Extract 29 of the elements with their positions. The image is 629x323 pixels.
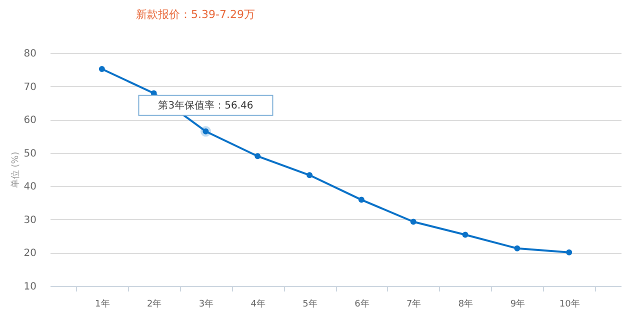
chart-subtitle: 新款报价：5.39-7.29万 [136,7,255,22]
y-tick-label: 50 [24,148,36,160]
point [410,218,416,225]
point [254,153,261,160]
y-tick-label: 40 [24,182,36,193]
x-tick-label: 2年 [146,298,162,310]
point [462,232,468,238]
point [306,172,313,178]
y-tick-label: 30 [24,214,36,226]
point [566,249,572,256]
y-tick-label: 10 [24,282,36,292]
point [358,196,364,203]
x-tick-label: 4年 [250,298,266,310]
point [98,66,105,72]
y-tick-label: 20 [24,248,36,260]
x-tick-label: 8年 [458,298,474,310]
y-tick-label: 80 [24,48,36,60]
y-tick-label: 60 [24,115,36,126]
x-tick-label: 7年 [406,298,422,310]
x-tick-label: 1年 [95,298,110,310]
y-tick-label: 70 [24,82,36,93]
x-tick-label: 10年 [559,298,580,310]
x-tick-label: 3年 [198,298,214,310]
y-axis-title: 单位 (%) [10,152,21,188]
annotation: 第3年保值率：56.46 [158,99,254,112]
x-tick-label: 9年 [510,298,526,310]
x-tick-label: 5年 [302,298,318,310]
point [514,245,520,252]
x-tick-label: 6年 [354,298,370,310]
